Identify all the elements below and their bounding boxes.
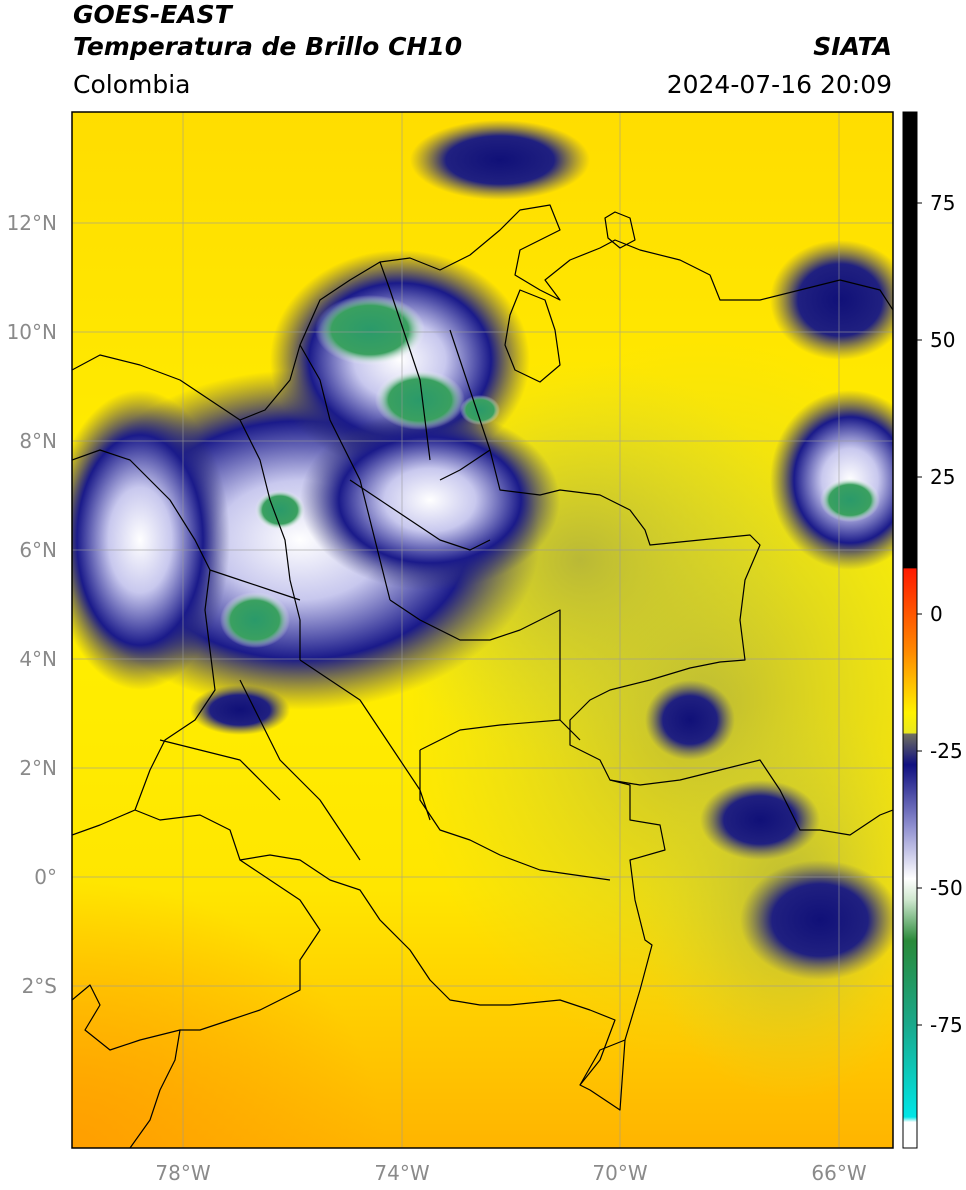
lon-label: 74°W (374, 1161, 429, 1185)
lat-label: 0° (34, 865, 57, 889)
lat-label: 2°N (19, 756, 57, 780)
map-frame (71, 111, 894, 1149)
lat-label: 12°N (7, 211, 57, 235)
colorbar-tick-label: 25 (930, 465, 955, 489)
colorbar-tick-label: 0 (930, 602, 943, 626)
colorbar-ramp (902, 111, 918, 1149)
lon-label: 66°W (811, 1161, 866, 1185)
imagery-layer (72, 112, 893, 1148)
latitude-axis: 12°N 10°N 8°N 6°N 4°N 2°N 0° 2°S (7, 211, 57, 998)
graticule (72, 112, 893, 1148)
colorbar-tick-label: 75 (930, 191, 955, 215)
lon-label: 78°W (155, 1161, 210, 1185)
colorbar: 75 50 25 0 -25 -50 -75 (902, 111, 963, 1149)
title-satellite: GOES-EAST (73, 0, 232, 29)
lon-label: 70°W (592, 1161, 647, 1185)
colorbar-tick-label: -50 (930, 876, 963, 900)
colorbar-tick-label: -75 (930, 1013, 963, 1037)
colorbar-tick-label: 50 (930, 328, 955, 352)
organization-label: SIATA (813, 32, 892, 61)
lat-label: 2°S (22, 974, 57, 998)
longitude-axis: 78°W 74°W 70°W 66°W (155, 1161, 866, 1185)
region-label: Colombia (73, 70, 191, 99)
lat-label: 8°N (19, 429, 57, 453)
lat-label: 10°N (7, 320, 57, 344)
title-product: Temperatura de Brillo CH10 (73, 32, 463, 61)
lat-label: 4°N (19, 647, 57, 671)
country-borders (72, 204, 893, 1148)
lat-label: 6°N (19, 538, 57, 562)
timestamp-label: 2024-07-16 20:09 (666, 70, 892, 99)
colorbar-tick-label: -25 (930, 739, 963, 763)
